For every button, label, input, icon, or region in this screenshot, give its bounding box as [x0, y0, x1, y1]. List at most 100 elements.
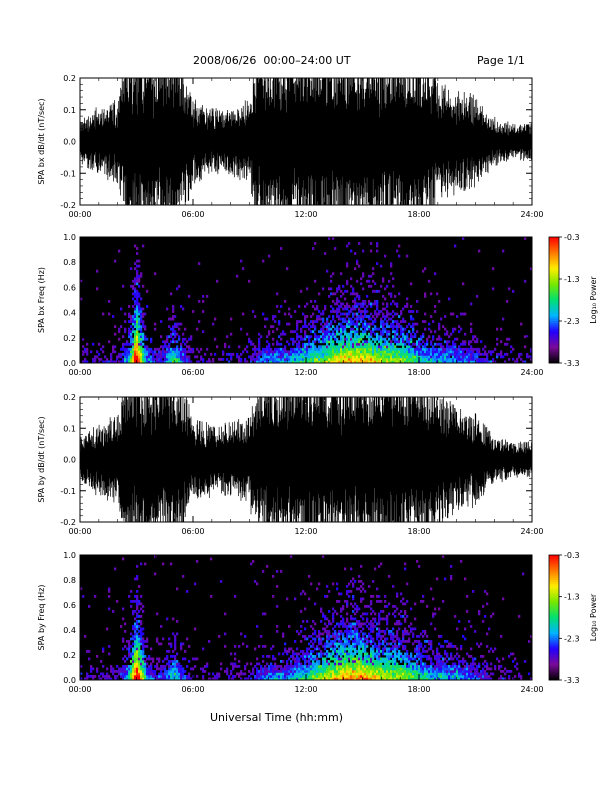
spectrogram-cell: [402, 667, 405, 671]
spectrogram-cell: [386, 627, 389, 631]
spectrogram-cell: [450, 350, 453, 354]
spectrogram-cell: [322, 555, 325, 558]
spectrogram-cell: [454, 347, 457, 351]
spectrogram-cell: [294, 677, 297, 680]
spectrogram-cell: [462, 282, 465, 286]
spectrogram-cell: [476, 340, 479, 344]
spectrogram-cell: [492, 360, 495, 363]
spectrogram-cell: [136, 357, 139, 361]
spectrogram-cell: [274, 677, 277, 680]
spectrogram-cell: [402, 360, 405, 363]
spectrogram-cell: [456, 652, 459, 656]
spectrogram-cell: [168, 335, 171, 339]
spectrogram-cell: [368, 325, 371, 329]
spectrogram-cell: [276, 672, 279, 676]
spectrogram-cell: [356, 325, 359, 329]
spectrogram-cell: [414, 655, 417, 658]
spectrogram-cell: [348, 640, 351, 643]
spectrogram-cell: [380, 672, 383, 676]
spectrogram-cell: [318, 652, 321, 656]
spectrogram-cell: [94, 675, 97, 678]
spectrogram-cell: [340, 330, 343, 334]
spectrogram-cell: [318, 350, 321, 354]
spectrogram-cell: [336, 332, 339, 336]
spectrogram-cell: [394, 355, 397, 359]
spectrogram-cell: [194, 665, 197, 668]
spectrogram-cell: [424, 665, 427, 668]
spectrogram-cell: [386, 305, 389, 308]
spectrogram-cell: [356, 337, 359, 341]
spectrogram-cell: [134, 645, 137, 648]
spectrogram-cell: [370, 330, 373, 334]
spectrogram-cell: [136, 320, 139, 323]
spectrogram-cell: [280, 342, 283, 346]
spectrogram-cell: [320, 665, 323, 668]
spectrogram-cell: [310, 320, 313, 323]
spectrogram-cell: [390, 272, 393, 276]
spectrogram-cell: [262, 312, 265, 316]
spectrogram-cell: [348, 357, 351, 361]
spectrogram-cell: [394, 347, 397, 351]
spectrogram-cell: [496, 355, 499, 359]
spectrogram-cell: [342, 675, 345, 678]
spectrogram-cell: [298, 660, 301, 663]
spectrogram-cell: [392, 655, 395, 658]
spectrogram-cell: [344, 350, 347, 354]
spectrogram-cell: [398, 347, 401, 351]
spectrogram-cell: [368, 677, 371, 680]
spectrogram-cell: [388, 675, 391, 678]
spectrogram-cell: [298, 667, 301, 671]
colorbar-swatch: [549, 308, 559, 311]
page-title: 2008/06/26 00:00–24:00 UT: [193, 54, 351, 67]
spectrogram-cell: [298, 360, 301, 363]
spectrogram-cell: [390, 345, 393, 349]
spectrogram-cell: [238, 675, 241, 678]
spectrogram-cell: [278, 352, 281, 356]
spectrogram-cell: [462, 667, 465, 671]
spectrogram-cell: [344, 655, 347, 658]
spectrogram-cell: [198, 320, 201, 323]
spectrogram-cell: [390, 642, 393, 646]
spectrogram-cell: [436, 647, 439, 651]
spectrogram-cell: [318, 340, 321, 344]
spectrogram-cell: [382, 675, 385, 678]
colorbar-swatch: [549, 243, 559, 246]
spectrogram-cell: [354, 580, 357, 583]
spectrogram-cell: [368, 655, 371, 658]
spectrogram-cell: [294, 665, 297, 668]
spectrogram-cell: [386, 330, 389, 334]
spectrogram-cell: [440, 355, 443, 359]
spectrogram-cell: [376, 312, 379, 316]
spectrogram-cell: [372, 640, 375, 643]
spectrogram-cell: [378, 650, 381, 653]
spectrogram-cell: [124, 327, 127, 331]
spectrogram-cell: [326, 660, 329, 663]
spectrogram-cell: [380, 357, 383, 361]
y-tick-label: 0.2: [63, 334, 76, 343]
spectrogram-cell: [334, 347, 337, 351]
spectrogram-cell: [448, 665, 451, 668]
spectrogram-cell: [362, 340, 365, 344]
spectrogram-cell: [356, 332, 359, 336]
spectrogram-cell: [426, 657, 429, 661]
spectrogram-cell: [464, 342, 467, 346]
spectrogram-cell: [374, 317, 377, 321]
spectrogram-cell: [376, 352, 379, 356]
spectrogram-cell: [132, 320, 135, 323]
spectrogram-cell: [256, 677, 259, 680]
spectrogram-cell: [372, 330, 375, 334]
spectrogram-cell: [284, 355, 287, 359]
spectrogram-cell: [322, 327, 325, 331]
spectrogram-cell: [466, 360, 469, 363]
spectrogram-cell: [458, 675, 461, 678]
spectrogram-cell: [424, 350, 427, 354]
spectrogram-cell: [284, 672, 287, 676]
spectrogram-cell: [156, 665, 159, 668]
spectrogram-cell: [370, 600, 373, 603]
spectrogram-cell: [160, 667, 163, 671]
spectrogram-cell: [436, 352, 439, 356]
spectrogram-cell: [136, 595, 139, 598]
spectrogram-cell: [388, 292, 391, 296]
x-tick-label: 06:00: [181, 210, 204, 219]
spectrogram-cell: [304, 315, 307, 318]
